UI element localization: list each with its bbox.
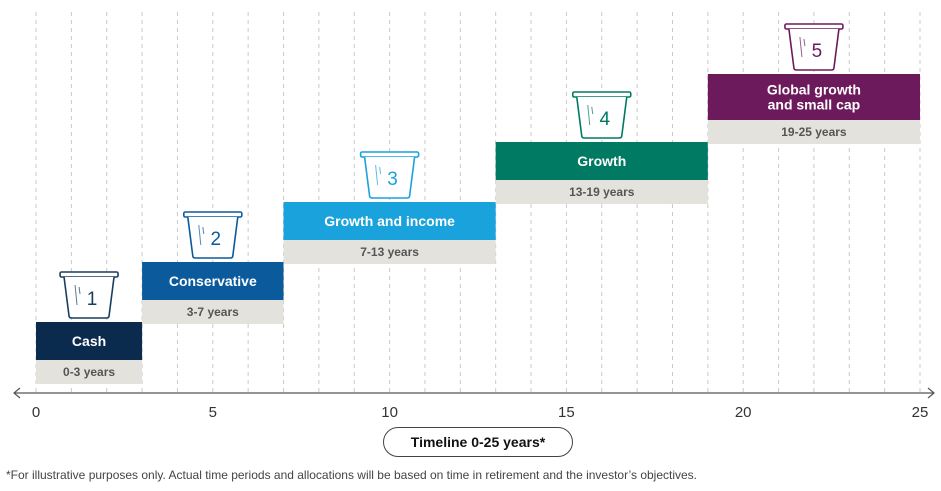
bucket-icon: 3 — [359, 151, 420, 199]
bucket-bars: Cash 0-3 years 1 Conservative 3-7 years 2 Grow… — [36, 23, 920, 384]
bucket-glint — [379, 166, 382, 175]
bucket-name: Cash — [72, 333, 106, 349]
bucket-icon: 1 — [59, 271, 119, 319]
bucket-4: Growth 13-19 years 4 — [495, 91, 708, 204]
bucket-body — [363, 156, 416, 199]
bucket-2: Conservative 3-7 years 2 — [142, 211, 284, 324]
period-band — [142, 300, 284, 324]
bucket-number: 1 — [87, 289, 98, 310]
bucket-glint — [591, 106, 594, 115]
bucket-number: 5 — [812, 41, 823, 62]
bucket-body — [788, 28, 840, 71]
bucket-glint — [74, 284, 78, 306]
bucket-bar — [495, 142, 708, 180]
bucket-body — [187, 216, 239, 259]
x-tick-label: 15 — [558, 404, 575, 421]
bucket-glint — [78, 286, 81, 295]
bucket-name: and small cap — [768, 97, 861, 113]
bucket-glint — [198, 224, 202, 246]
bucket-bar — [707, 74, 920, 120]
bucket-name: Growth — [577, 153, 626, 169]
axis-arrow-right — [927, 387, 935, 399]
period-band — [495, 180, 708, 204]
period-band — [283, 240, 496, 264]
period-label: 19-25 years — [781, 125, 847, 139]
period-label: 0-3 years — [63, 365, 115, 379]
footnote: *For illustrative purposes only. Actual … — [6, 468, 698, 482]
period-band — [707, 120, 920, 144]
x-tick-label: 0 — [32, 404, 40, 421]
bucket-icon: 2 — [183, 211, 243, 259]
bucket-icon: 4 — [571, 91, 632, 139]
x-axis: 0 5 10 15 20 25 — [13, 387, 935, 421]
x-tick-label: 5 — [209, 404, 217, 421]
bucket-bar — [283, 202, 496, 240]
x-axis-title: Timeline 0-25 years* — [383, 427, 573, 457]
x-tick-label: 20 — [735, 404, 752, 421]
bucket-bar — [142, 262, 284, 300]
x-tick-label: 25 — [912, 404, 929, 421]
bucket-icon: 5 — [784, 23, 844, 71]
bucket-rim — [359, 151, 420, 158]
bucket-body — [63, 276, 115, 319]
bucket-glint — [375, 164, 379, 186]
bucket-3: Growth and income 7-13 years 3 — [283, 151, 496, 264]
bucket-number: 3 — [387, 169, 398, 190]
bucket-glint — [803, 38, 806, 47]
bucket-number: 2 — [211, 229, 222, 250]
x-tick-label: 10 — [381, 404, 398, 421]
bucket-glint — [799, 36, 803, 58]
bucket-body — [575, 96, 628, 139]
bucket-number: 4 — [599, 109, 610, 130]
bucket-rim — [183, 211, 243, 218]
bucket-glint — [202, 226, 205, 235]
bucket-rim — [784, 23, 844, 30]
bucket-glint — [587, 104, 591, 126]
axis-arrow-left — [13, 387, 21, 399]
bucket-1: Cash 0-3 years 1 — [36, 271, 143, 384]
bucket-name: Conservative — [169, 273, 257, 289]
bucket-rim — [59, 271, 119, 278]
period-band — [36, 360, 143, 384]
bucket-rim — [571, 91, 632, 98]
bucket-name: Growth and income — [324, 213, 455, 229]
period-label: 7-13 years — [360, 245, 419, 259]
period-label: 13-19 years — [569, 185, 635, 199]
period-label: 3-7 years — [187, 305, 239, 319]
bucket-bar — [36, 322, 143, 360]
bucket-name: Global growth — [767, 82, 861, 98]
